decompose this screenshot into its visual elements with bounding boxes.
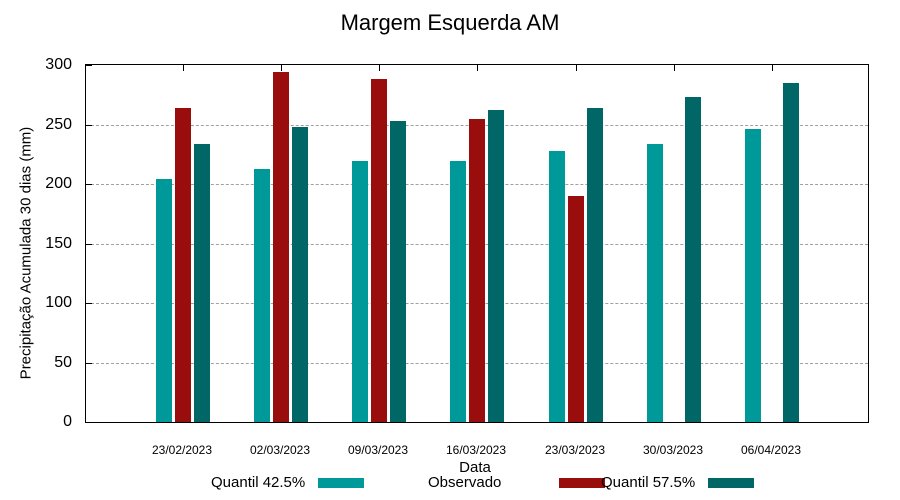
x-tick-label: 23/03/2023 — [544, 443, 606, 457]
bar — [292, 126, 308, 422]
x-tick-label: 23/02/2023 — [151, 443, 213, 457]
y-tick-mark — [86, 124, 92, 126]
x-tick-label: 30/03/2023 — [642, 443, 704, 457]
x-tick-mark — [379, 65, 380, 71]
x-tick-mark — [576, 65, 577, 71]
legend-swatch — [559, 477, 606, 488]
bar — [390, 120, 406, 422]
bar — [450, 161, 466, 422]
legend-item-quantil-57-5: Quantil 57.5% — [601, 474, 755, 491]
y-tick-mark — [86, 65, 92, 66]
y-tick-mark — [86, 362, 92, 364]
y-tick-label: 50 — [54, 353, 72, 371]
x-tick-label: 06/04/2023 — [740, 443, 802, 457]
x-axis-title: Data — [459, 459, 491, 476]
y-tick-mark — [86, 184, 92, 185]
bar — [352, 161, 368, 422]
y-tick-label: 300 — [45, 56, 72, 73]
bar — [745, 129, 761, 422]
x-tick-mark — [477, 65, 478, 71]
y-tick-mark — [86, 422, 92, 423]
legend-item-quantil-42-5: Quantil 42.5% — [211, 474, 365, 491]
y-tick-mark — [86, 243, 92, 245]
legend-swatch — [318, 477, 365, 488]
bar — [273, 72, 289, 422]
x-tick-mark — [183, 65, 184, 71]
bar — [488, 110, 504, 422]
y-tick-label: 250 — [45, 115, 72, 133]
bar — [783, 82, 799, 422]
y-tick-mark — [86, 303, 92, 304]
bar — [194, 143, 210, 422]
y-axis-title: Precipitação Acumulada 30 dias (mm) — [17, 126, 35, 380]
bar — [371, 79, 387, 422]
bar — [647, 143, 663, 422]
bar — [549, 150, 565, 422]
legend-label: Quantil 57.5% — [601, 474, 696, 491]
legend-item-observado: Observado — [428, 474, 606, 491]
x-tick-label: 02/03/2023 — [249, 443, 311, 457]
bar — [587, 107, 603, 422]
bar — [175, 107, 191, 422]
bar — [254, 168, 270, 422]
bar — [685, 97, 701, 422]
x-tick-label: 16/03/2023 — [445, 443, 507, 457]
legend-label: Quantil 42.5% — [211, 474, 306, 491]
legend-label: Observado — [428, 474, 502, 491]
y-tick-label: 150 — [45, 234, 72, 252]
bar — [469, 118, 485, 422]
y-tick-label: 0 — [63, 413, 72, 430]
chart-title: Margem Esquerda AM — [340, 10, 560, 35]
x-tick-mark — [674, 65, 675, 71]
y-tick-label: 100 — [45, 294, 72, 311]
y-tick-label: 200 — [45, 175, 72, 192]
bar — [156, 179, 172, 422]
x-tick-label: 09/03/2023 — [347, 443, 409, 457]
bar — [568, 195, 584, 422]
plot-area — [85, 64, 869, 423]
legend-swatch — [708, 477, 755, 488]
x-tick-mark — [281, 65, 282, 71]
x-tick-mark — [772, 65, 773, 71]
